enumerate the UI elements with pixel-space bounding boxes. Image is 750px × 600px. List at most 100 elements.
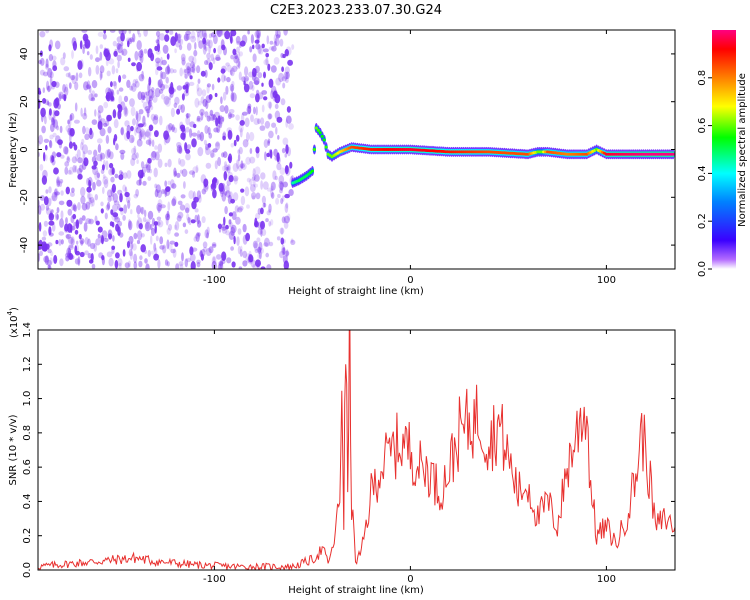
- noise-dot: [68, 141, 73, 149]
- noise-dot: [243, 83, 250, 93]
- noise-dot: [75, 72, 79, 82]
- noise-dot: [283, 215, 290, 224]
- noise-dot: [249, 156, 256, 164]
- noise-dot: [229, 113, 235, 118]
- noise-dot: [241, 76, 246, 82]
- noise-dot: [52, 65, 58, 72]
- noise-dot: [173, 102, 178, 109]
- noise-dot: [221, 259, 226, 264]
- noise-dot: [169, 88, 174, 98]
- noise-dot: [185, 113, 191, 118]
- noise-dot: [210, 32, 216, 38]
- noise-dot: [150, 113, 156, 121]
- snr-frame: [37, 329, 676, 571]
- noise-dot: [105, 160, 109, 171]
- noise-dot: [120, 208, 124, 216]
- noise-dot: [251, 195, 256, 200]
- noise-dot: [215, 142, 220, 147]
- x-tick-label: 0: [407, 275, 413, 286]
- noise-dot: [223, 164, 229, 173]
- noise-dot: [88, 93, 94, 102]
- noise-dot: [117, 60, 120, 69]
- noise-dot: [77, 256, 81, 266]
- noise-dot: [218, 227, 222, 233]
- noise-dot: [210, 114, 215, 121]
- noise-dot: [60, 154, 65, 159]
- noise-dot: [231, 80, 235, 87]
- noise-dot: [282, 53, 286, 59]
- noise-dot: [204, 125, 209, 134]
- noise-dot: [196, 83, 200, 92]
- noise-dot: [76, 149, 81, 159]
- noise-dot: [211, 242, 217, 247]
- noise-dot: [235, 55, 239, 60]
- noise-dot: [268, 203, 272, 213]
- noise-dot: [186, 71, 192, 77]
- noise-dot: [95, 220, 100, 226]
- noise-dot: [254, 68, 258, 79]
- noise-dot: [272, 91, 278, 102]
- noise-dot: [49, 257, 53, 265]
- noise-dot: [260, 207, 264, 215]
- noise-dot: [284, 49, 289, 57]
- noise-dot: [208, 33, 213, 39]
- noise-dot: [149, 94, 153, 100]
- noise-dot: [180, 194, 186, 199]
- noise-dot: [125, 195, 131, 204]
- noise-dot: [67, 169, 72, 175]
- noise-dot: [64, 166, 69, 175]
- noise-dot: [136, 239, 141, 245]
- noise-dot: [218, 262, 224, 269]
- noise-dot: [167, 64, 170, 74]
- noise-dot: [134, 80, 140, 88]
- noise-dot: [157, 143, 163, 153]
- snr-y-multiplier-base: (x10: [9, 315, 20, 338]
- noise-dot: [119, 170, 123, 175]
- noise-dot: [95, 65, 100, 75]
- noise-dot: [281, 66, 284, 72]
- noise-dot: [222, 165, 226, 171]
- noise-dot: [82, 112, 88, 120]
- noise-dot: [225, 184, 230, 194]
- noise-dot: [279, 182, 284, 191]
- noise-dot: [148, 89, 154, 98]
- noise-dot: [198, 194, 202, 203]
- noise-dot: [244, 77, 249, 85]
- noise-dot: [280, 237, 285, 245]
- x-tick-label: -100: [203, 574, 226, 585]
- noise-dot: [276, 116, 283, 123]
- noise-dot: [137, 169, 144, 179]
- noise-dot: [280, 98, 286, 106]
- noise-dot: [199, 30, 204, 39]
- noise-dot: [105, 134, 110, 144]
- noise-dot: [67, 251, 71, 260]
- noise-dot: [211, 83, 215, 91]
- noise-dot: [265, 218, 269, 223]
- noise-dot: [136, 112, 141, 122]
- noise-dot: [114, 259, 119, 269]
- noise-dot: [148, 137, 152, 147]
- noise-dot: [216, 254, 222, 260]
- snr-series-line: [38, 330, 675, 570]
- noise-dot: [231, 211, 237, 221]
- noise-dot: [185, 153, 191, 161]
- noise-dot: [159, 70, 163, 80]
- noise-dot: [107, 229, 113, 239]
- noise-dot: [94, 109, 97, 117]
- noise-dot: [285, 119, 289, 128]
- noise-dot: [291, 44, 295, 50]
- noise-dot: [258, 250, 262, 260]
- noise-dot: [267, 138, 271, 144]
- noise-dot: [66, 247, 72, 258]
- noise-dot: [189, 121, 196, 128]
- noise-dot: [179, 263, 184, 269]
- noise-dot: [70, 75, 75, 81]
- noise-dot: [48, 108, 52, 116]
- noise-dot: [90, 202, 93, 208]
- noise-dot: [84, 39, 91, 49]
- noise-dot: [83, 81, 89, 91]
- noise-dot: [111, 65, 116, 75]
- noise-dot: [59, 218, 64, 228]
- noise-dot: [221, 152, 225, 158]
- noise-dot: [70, 224, 73, 234]
